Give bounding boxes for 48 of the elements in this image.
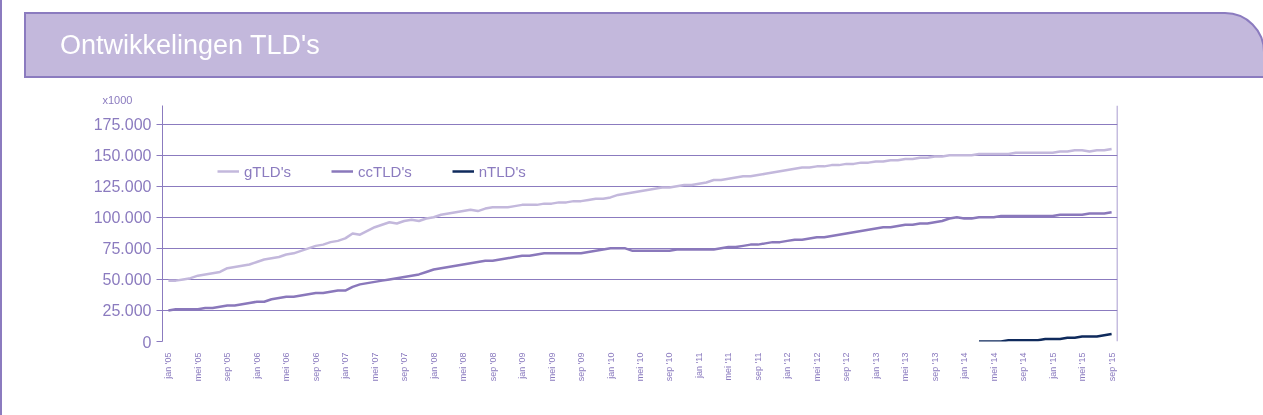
y-tick-label: 75.000 (102, 240, 152, 258)
y-tick-label: 150.000 (93, 147, 152, 165)
x-tick-label: mei '06 (281, 352, 292, 382)
x-tick-label: jan '09 (517, 352, 528, 380)
y-axis-title: x1000 (102, 93, 133, 106)
x-tick-label: mei '15 (1077, 352, 1088, 382)
y-tick-label: 50.000 (102, 271, 152, 289)
x-tick-label: mei '13 (900, 352, 911, 382)
x-tick-label: jan '11 (693, 352, 704, 380)
x-tick-label: mei '10 (635, 352, 645, 382)
x-tick-label: sep '15 (1106, 352, 1117, 382)
y-tick-label: 0 (142, 333, 152, 351)
x-tick-label: jan '07 (340, 352, 351, 380)
x-tick-label: sep '07 (399, 352, 410, 382)
x-tick-label: sep '12 (841, 352, 852, 382)
line-series (977, 332, 1113, 342)
x-tick-label: sep '05 (222, 352, 233, 382)
legend-label: ccTLD's (358, 162, 412, 180)
line-series (167, 147, 1113, 282)
x-tick-label: jan '10 (605, 352, 616, 380)
x-tick-label: mei '11 (723, 352, 734, 381)
x-tick-label: jan '13 (870, 352, 881, 380)
x-tick-label: mei '05 (192, 352, 203, 382)
x-tick-label: mei '08 (458, 352, 469, 382)
y-tick-label: 175.000 (93, 116, 152, 134)
x-tick-label: sep '06 (310, 352, 321, 382)
x-tick-label: jan '15 (1047, 352, 1058, 380)
x-tick-label: mei '07 (369, 352, 380, 382)
x-tick-label: mei '12 (811, 352, 822, 382)
x-tick-label: sep '13 (929, 352, 940, 382)
legend-label: gTLD's (244, 162, 292, 180)
legend-label: nTLD's (478, 162, 526, 180)
x-tick-label: jan '06 (251, 352, 262, 380)
x-tick-label: jan '14 (959, 352, 970, 380)
y-tick-label: 100.000 (93, 209, 152, 227)
y-tick-label: 125.000 (93, 178, 152, 196)
x-tick-label: sep '11 (752, 352, 763, 381)
x-tick-label: jan '05 (163, 352, 174, 380)
x-tick-label: sep '10 (664, 352, 675, 382)
x-tick-label: sep '08 (487, 352, 498, 382)
y-tick-label: 25.000 (102, 302, 152, 320)
x-tick-label: sep '14 (1018, 352, 1029, 382)
x-tick-label: mei '14 (988, 352, 999, 382)
chart-title: Ontwikkelingen TLD's (60, 29, 320, 62)
x-tick-label: jan '12 (782, 352, 793, 380)
x-tick-label: sep '09 (576, 352, 587, 382)
x-tick-label: mei '09 (546, 352, 557, 382)
x-tick-label: jan '08 (428, 352, 439, 380)
